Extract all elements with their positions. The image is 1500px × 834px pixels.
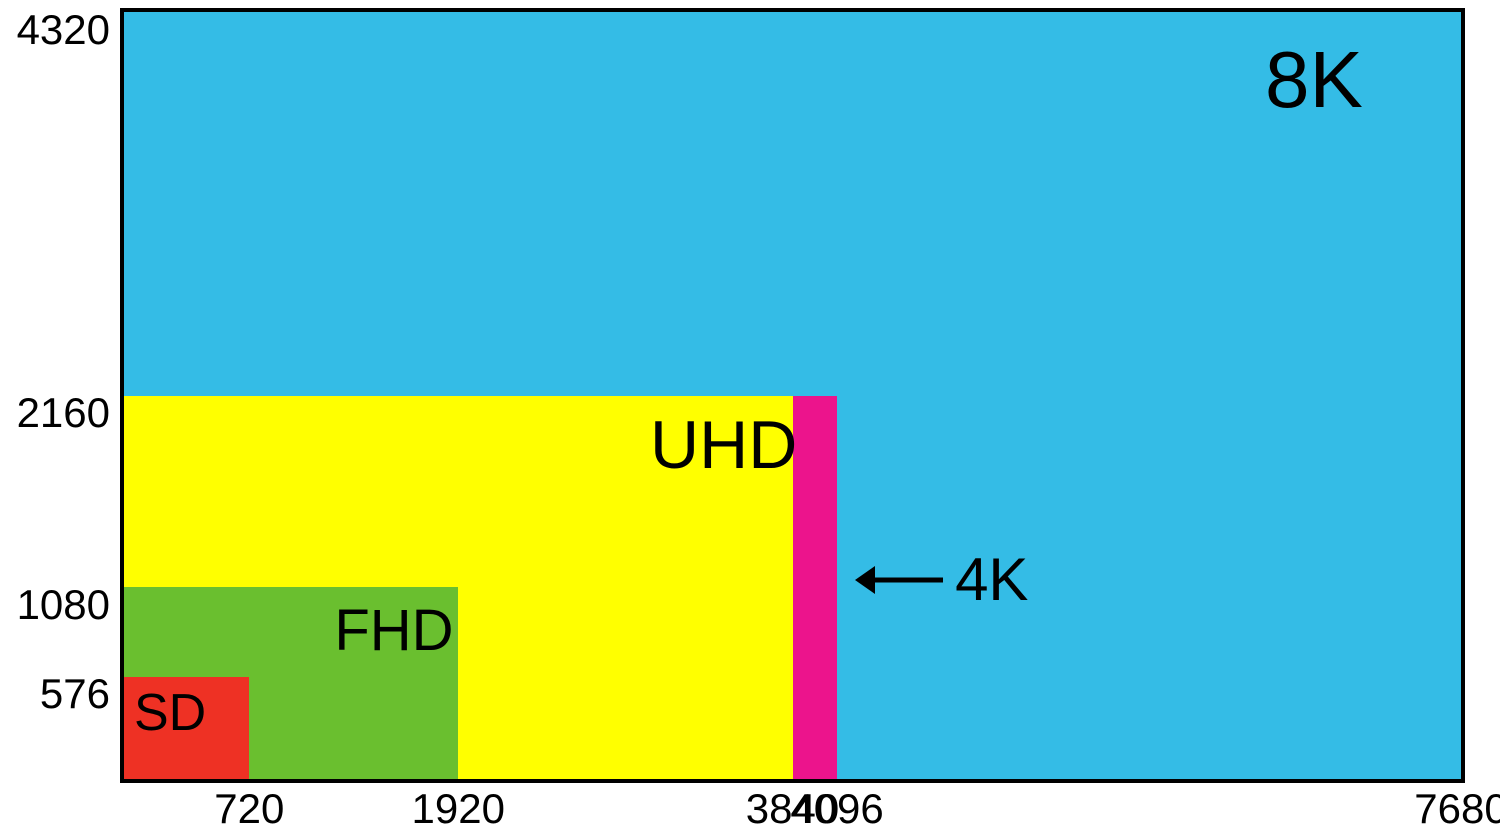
y-tick-2160: 2160 <box>0 389 110 437</box>
label-fhd: FHD <box>334 597 453 664</box>
y-tick-576: 576 <box>0 670 110 718</box>
label-8k: 8K <box>1265 34 1363 126</box>
x-tick-4096: 4096 <box>777 785 897 833</box>
y-tick-1080: 1080 <box>0 581 110 629</box>
chart-area: 8K UHD FHD SD 4K <box>120 8 1465 783</box>
arrow-left-icon <box>853 560 943 600</box>
x-tick-720: 720 <box>189 785 309 833</box>
x-tick-1920: 1920 <box>398 785 518 833</box>
label-sd: SD <box>134 683 206 743</box>
label-4k: 4K <box>955 545 1028 614</box>
annotation-4k: 4K <box>853 545 1028 614</box>
y-tick-4320: 4320 <box>0 6 110 54</box>
x-tick-7680: 7680 <box>1401 785 1500 833</box>
label-uhd: UHD <box>650 406 797 484</box>
